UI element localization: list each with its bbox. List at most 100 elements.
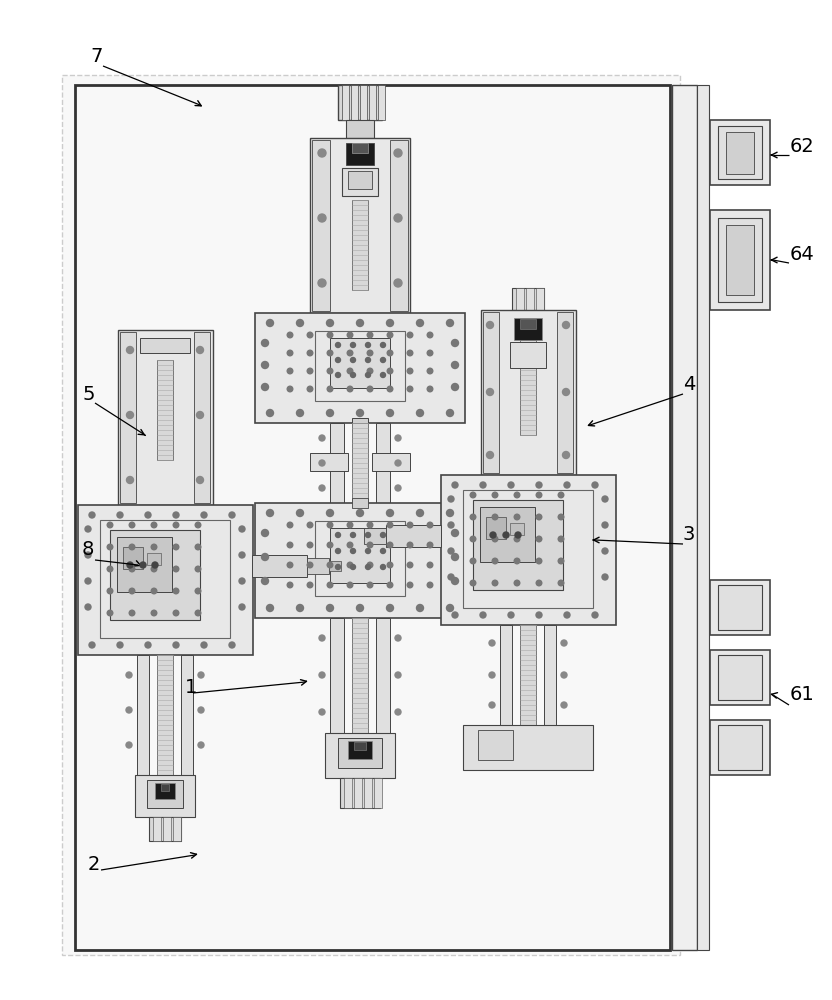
- Circle shape: [561, 672, 567, 678]
- Bar: [516, 288, 524, 310]
- Circle shape: [493, 536, 498, 542]
- Circle shape: [365, 548, 370, 554]
- Circle shape: [417, 510, 423, 516]
- Circle shape: [117, 512, 123, 518]
- Circle shape: [427, 582, 433, 588]
- Bar: [181, 655, 193, 775]
- Circle shape: [536, 514, 542, 520]
- Circle shape: [493, 558, 498, 564]
- Circle shape: [561, 640, 567, 646]
- Circle shape: [85, 604, 91, 610]
- Circle shape: [452, 554, 458, 560]
- Circle shape: [350, 372, 355, 377]
- Circle shape: [107, 544, 113, 550]
- Circle shape: [140, 562, 146, 568]
- Circle shape: [367, 542, 373, 548]
- Circle shape: [327, 368, 333, 374]
- Circle shape: [127, 562, 133, 568]
- Bar: [354, 742, 366, 750]
- Circle shape: [173, 544, 179, 550]
- Circle shape: [198, 707, 204, 713]
- Circle shape: [452, 383, 458, 390]
- Bar: [352, 498, 368, 508]
- Circle shape: [307, 542, 313, 548]
- Circle shape: [508, 482, 514, 488]
- Circle shape: [394, 279, 402, 287]
- Bar: [161, 784, 169, 791]
- Bar: [315, 521, 405, 596]
- Circle shape: [85, 526, 91, 532]
- Circle shape: [470, 580, 476, 586]
- Circle shape: [380, 342, 385, 348]
- Circle shape: [558, 492, 564, 498]
- Bar: [346, 120, 374, 138]
- Circle shape: [307, 368, 313, 374]
- Circle shape: [261, 383, 269, 390]
- Circle shape: [287, 368, 293, 374]
- Bar: [376, 423, 390, 503]
- Circle shape: [407, 562, 413, 568]
- Circle shape: [319, 460, 325, 466]
- Circle shape: [327, 386, 333, 392]
- Bar: [726, 225, 754, 295]
- Circle shape: [448, 496, 454, 502]
- Circle shape: [558, 558, 564, 564]
- Circle shape: [367, 350, 373, 356]
- Circle shape: [480, 612, 486, 618]
- Circle shape: [562, 452, 569, 458]
- Circle shape: [201, 642, 207, 648]
- Bar: [520, 625, 536, 725]
- Circle shape: [145, 642, 151, 648]
- Bar: [718, 126, 762, 179]
- Circle shape: [365, 564, 370, 570]
- Circle shape: [394, 214, 402, 222]
- Circle shape: [307, 350, 313, 356]
- Circle shape: [129, 566, 135, 572]
- Circle shape: [145, 512, 151, 518]
- Circle shape: [347, 350, 353, 356]
- Bar: [500, 625, 512, 725]
- Circle shape: [107, 522, 113, 528]
- Circle shape: [564, 482, 570, 488]
- Bar: [123, 547, 143, 569]
- Circle shape: [417, 320, 423, 326]
- Circle shape: [85, 578, 91, 584]
- Circle shape: [126, 412, 133, 418]
- Circle shape: [196, 588, 201, 594]
- Bar: [252, 555, 307, 577]
- Circle shape: [536, 580, 542, 586]
- Circle shape: [350, 342, 355, 348]
- Bar: [473, 500, 563, 590]
- Circle shape: [350, 564, 355, 570]
- Bar: [338, 85, 382, 120]
- Bar: [78, 505, 253, 655]
- Circle shape: [380, 532, 385, 538]
- Bar: [544, 625, 556, 725]
- Circle shape: [198, 742, 204, 748]
- Circle shape: [387, 522, 393, 528]
- Circle shape: [319, 709, 325, 715]
- Circle shape: [126, 672, 132, 678]
- Circle shape: [470, 536, 476, 542]
- Circle shape: [356, 510, 364, 516]
- Circle shape: [452, 578, 458, 584]
- Bar: [117, 537, 172, 592]
- Circle shape: [407, 350, 413, 356]
- Circle shape: [201, 512, 207, 518]
- Circle shape: [387, 510, 394, 516]
- Circle shape: [239, 578, 245, 584]
- Bar: [330, 618, 344, 733]
- Bar: [153, 817, 161, 841]
- Bar: [378, 85, 385, 120]
- Circle shape: [427, 368, 433, 374]
- Circle shape: [417, 410, 423, 416]
- Circle shape: [427, 542, 433, 548]
- Circle shape: [229, 642, 235, 648]
- Bar: [342, 85, 349, 120]
- Circle shape: [387, 386, 393, 392]
- Text: 4: 4: [683, 375, 696, 394]
- Text: 7: 7: [90, 47, 102, 66]
- Circle shape: [536, 558, 542, 564]
- Circle shape: [196, 412, 204, 418]
- Circle shape: [592, 482, 598, 488]
